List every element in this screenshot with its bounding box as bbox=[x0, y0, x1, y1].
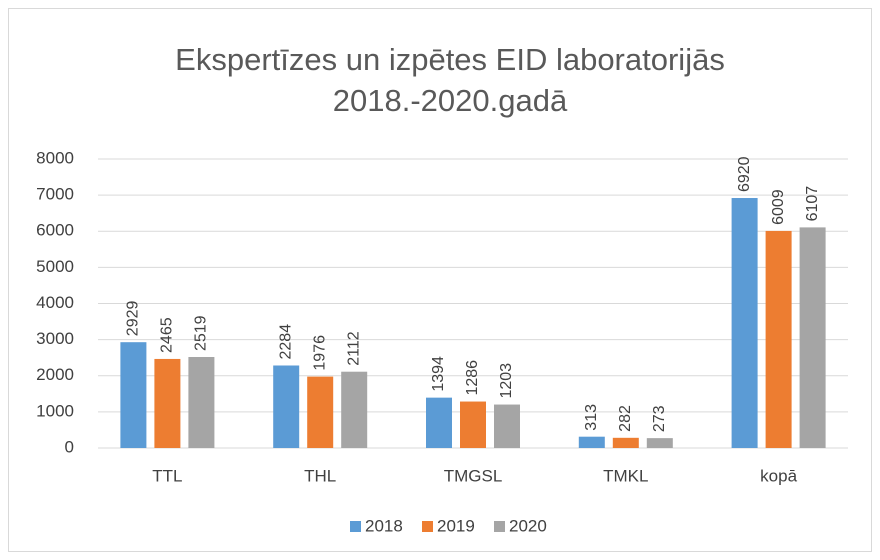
data-label: 273 bbox=[651, 405, 668, 432]
data-label: 1203 bbox=[498, 363, 515, 399]
data-label: 2519 bbox=[193, 315, 210, 351]
x-tick-label: kopā bbox=[760, 466, 797, 485]
chart-title: Ekspertīzes un izpētes EID laboratorijās bbox=[175, 42, 725, 77]
data-label: 6920 bbox=[736, 156, 753, 192]
bar bbox=[307, 376, 334, 448]
bar bbox=[120, 342, 147, 448]
bar bbox=[731, 198, 758, 448]
y-tick-label: 3000 bbox=[36, 329, 74, 348]
bar bbox=[494, 404, 520, 448]
legend-label: 2019 bbox=[437, 516, 475, 535]
bar bbox=[341, 371, 368, 448]
bar bbox=[154, 358, 181, 448]
bar bbox=[646, 438, 673, 448]
y-tick-label: 2000 bbox=[36, 365, 74, 384]
data-label: 2284 bbox=[277, 324, 294, 360]
x-tick-label: THL bbox=[304, 466, 336, 485]
y-tick-label: 1000 bbox=[36, 401, 74, 420]
bar bbox=[426, 397, 452, 448]
bar bbox=[460, 401, 486, 448]
data-label: 6009 bbox=[770, 189, 787, 225]
x-tick-label: TTL bbox=[152, 466, 182, 485]
data-label: 313 bbox=[583, 404, 600, 431]
legend-label: 2020 bbox=[509, 516, 547, 535]
y-tick-label: 0 bbox=[65, 437, 74, 456]
data-label: 2112 bbox=[345, 331, 362, 366]
bar bbox=[799, 227, 826, 448]
legend-swatch bbox=[422, 521, 433, 532]
legend-swatch bbox=[494, 521, 505, 532]
y-tick-label: 6000 bbox=[36, 221, 74, 240]
y-tick-label: 7000 bbox=[36, 185, 74, 204]
data-label: 1394 bbox=[430, 356, 447, 392]
data-label: 2929 bbox=[125, 300, 142, 336]
bar bbox=[188, 357, 215, 448]
bar bbox=[273, 365, 300, 448]
data-label: 1976 bbox=[311, 335, 328, 371]
y-tick-label: 4000 bbox=[36, 293, 74, 312]
chart-title: 2018.-2020.gadā bbox=[333, 83, 568, 118]
data-label: 2465 bbox=[159, 317, 176, 353]
x-tick-label: TMGSL bbox=[444, 466, 503, 485]
y-tick-label: 8000 bbox=[36, 148, 74, 167]
bar bbox=[765, 230, 792, 448]
y-tick-label: 5000 bbox=[36, 257, 74, 276]
data-label: 6107 bbox=[804, 186, 821, 222]
data-label: 282 bbox=[617, 405, 634, 432]
chart-border bbox=[8, 8, 872, 552]
legend-swatch bbox=[350, 521, 361, 532]
x-tick-label: TMKL bbox=[603, 466, 648, 485]
bar bbox=[612, 437, 639, 448]
bar bbox=[578, 436, 605, 448]
legend-label: 2018 bbox=[365, 516, 403, 535]
data-label: 1286 bbox=[464, 360, 481, 396]
